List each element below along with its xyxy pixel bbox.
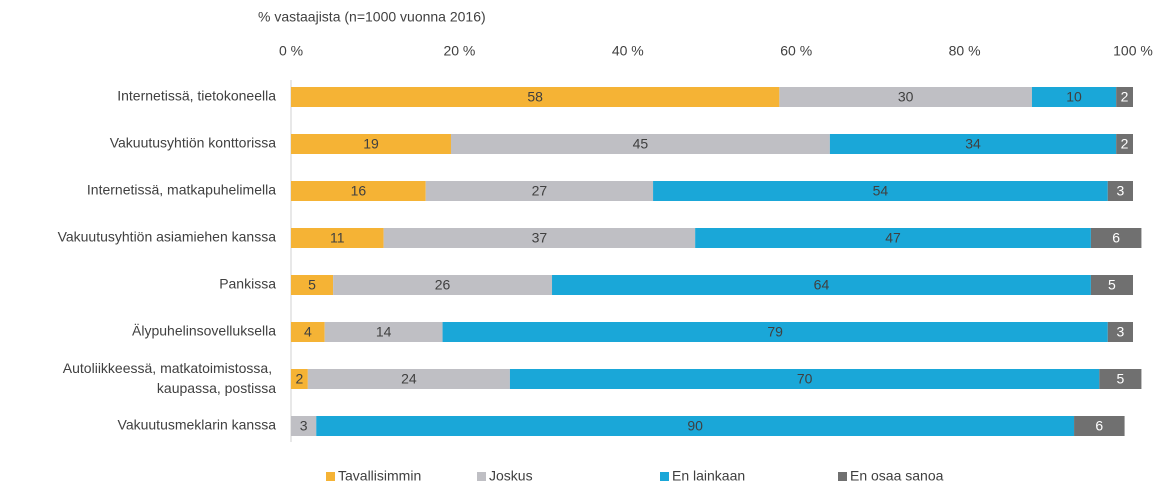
data-label: 37	[532, 230, 548, 246]
data-label: 16	[351, 183, 367, 199]
bar-segment	[333, 275, 553, 295]
data-label: 6	[1112, 230, 1120, 246]
bar-segment	[383, 228, 696, 248]
data-label: 10	[1066, 89, 1082, 105]
bar-segment	[552, 275, 1091, 295]
bar-segment	[1107, 181, 1133, 201]
bar-segment	[1099, 369, 1142, 389]
bar-segment	[695, 228, 1091, 248]
data-label: 2	[296, 371, 304, 387]
x-tick-label: 40 %	[612, 43, 644, 59]
bar-segment	[1090, 275, 1133, 295]
bar-segment	[1090, 228, 1142, 248]
data-label: 3	[1116, 324, 1124, 340]
y-tick-label: Autoliikkeessä, matkatoimistossa, kaupas…	[63, 360, 276, 396]
bar-segment	[509, 369, 1100, 389]
legend-swatch	[477, 472, 486, 481]
x-tick-label: 0 %	[279, 43, 303, 59]
data-label: 34	[965, 136, 981, 152]
legend-label: En osaa sanoa	[850, 468, 944, 484]
data-label: 4	[304, 324, 312, 340]
y-tick-label: Älypuhelinsovelluksella	[132, 323, 276, 339]
data-label: 3	[300, 418, 308, 434]
bar-segment	[291, 134, 451, 154]
bar-segment	[1074, 416, 1125, 436]
data-label: 2	[1121, 89, 1129, 105]
data-label: 5	[308, 277, 316, 293]
bar-segment	[1031, 87, 1117, 107]
data-label: 45	[633, 136, 649, 152]
data-label: 54	[873, 183, 889, 199]
bar-segment	[442, 322, 1108, 342]
data-label: 3	[1116, 183, 1124, 199]
bar-segment	[1107, 322, 1133, 342]
data-label: 30	[898, 89, 914, 105]
x-tick-label: 80 %	[949, 43, 981, 59]
bar-segment	[291, 369, 308, 389]
bar-segment	[1116, 87, 1133, 107]
x-tick-label: 60 %	[780, 43, 812, 59]
data-label: 11	[330, 230, 345, 246]
data-label: 5	[1116, 371, 1124, 387]
bar-segment	[291, 181, 426, 201]
bar-segment	[1116, 134, 1133, 154]
data-label: 90	[687, 418, 703, 434]
bar-segment	[316, 416, 1075, 436]
y-tick-label: Pankissa	[219, 276, 276, 292]
y-tick-label: Vakuutusyhtiön asiamiehen kanssa	[58, 229, 277, 245]
x-tick-label: 20 %	[443, 43, 475, 59]
legend-label: Tavallisimmin	[338, 468, 421, 484]
chart-subtitle: % vastaajista (n=1000 vuonna 2016)	[258, 9, 486, 25]
data-label: 6	[1095, 418, 1103, 434]
bar-segment	[291, 228, 384, 248]
legend-label: En lainkaan	[672, 468, 745, 484]
bar-segment	[829, 134, 1117, 154]
data-label: 26	[435, 277, 451, 293]
legend-swatch	[660, 472, 669, 481]
y-tick-label: Internetissä, tietokoneella	[117, 88, 276, 104]
bar-segment	[307, 369, 510, 389]
data-label: 64	[814, 277, 830, 293]
data-label: 19	[363, 136, 379, 152]
legend-swatch	[838, 472, 847, 481]
bar-segment	[653, 181, 1108, 201]
legend-label: Joskus	[489, 468, 533, 484]
data-label: 70	[797, 371, 813, 387]
data-label: 2	[1121, 136, 1129, 152]
bar-segment	[450, 134, 830, 154]
y-tick-label: Vakuutusyhtiön konttorissa	[110, 135, 276, 151]
bar-segment	[425, 181, 654, 201]
legend-swatch	[326, 472, 335, 481]
bar-segment	[291, 416, 317, 436]
data-label: 24	[401, 371, 417, 387]
bar-segment	[291, 87, 780, 107]
bar-segment	[779, 87, 1032, 107]
data-label: 58	[527, 89, 543, 105]
x-tick-label: 100 %	[1113, 43, 1153, 59]
bar-segment	[291, 322, 325, 342]
data-label: 14	[376, 324, 392, 340]
y-tick-label: Vakuutusmeklarin kanssa	[118, 417, 277, 433]
bar-segment	[291, 275, 334, 295]
data-label: 79	[767, 324, 783, 340]
data-label: 47	[885, 230, 901, 246]
bar-segment	[324, 322, 443, 342]
data-label: 5	[1108, 277, 1116, 293]
y-tick-label: Internetissä, matkapuhelimella	[87, 182, 276, 198]
data-label: 27	[532, 183, 548, 199]
